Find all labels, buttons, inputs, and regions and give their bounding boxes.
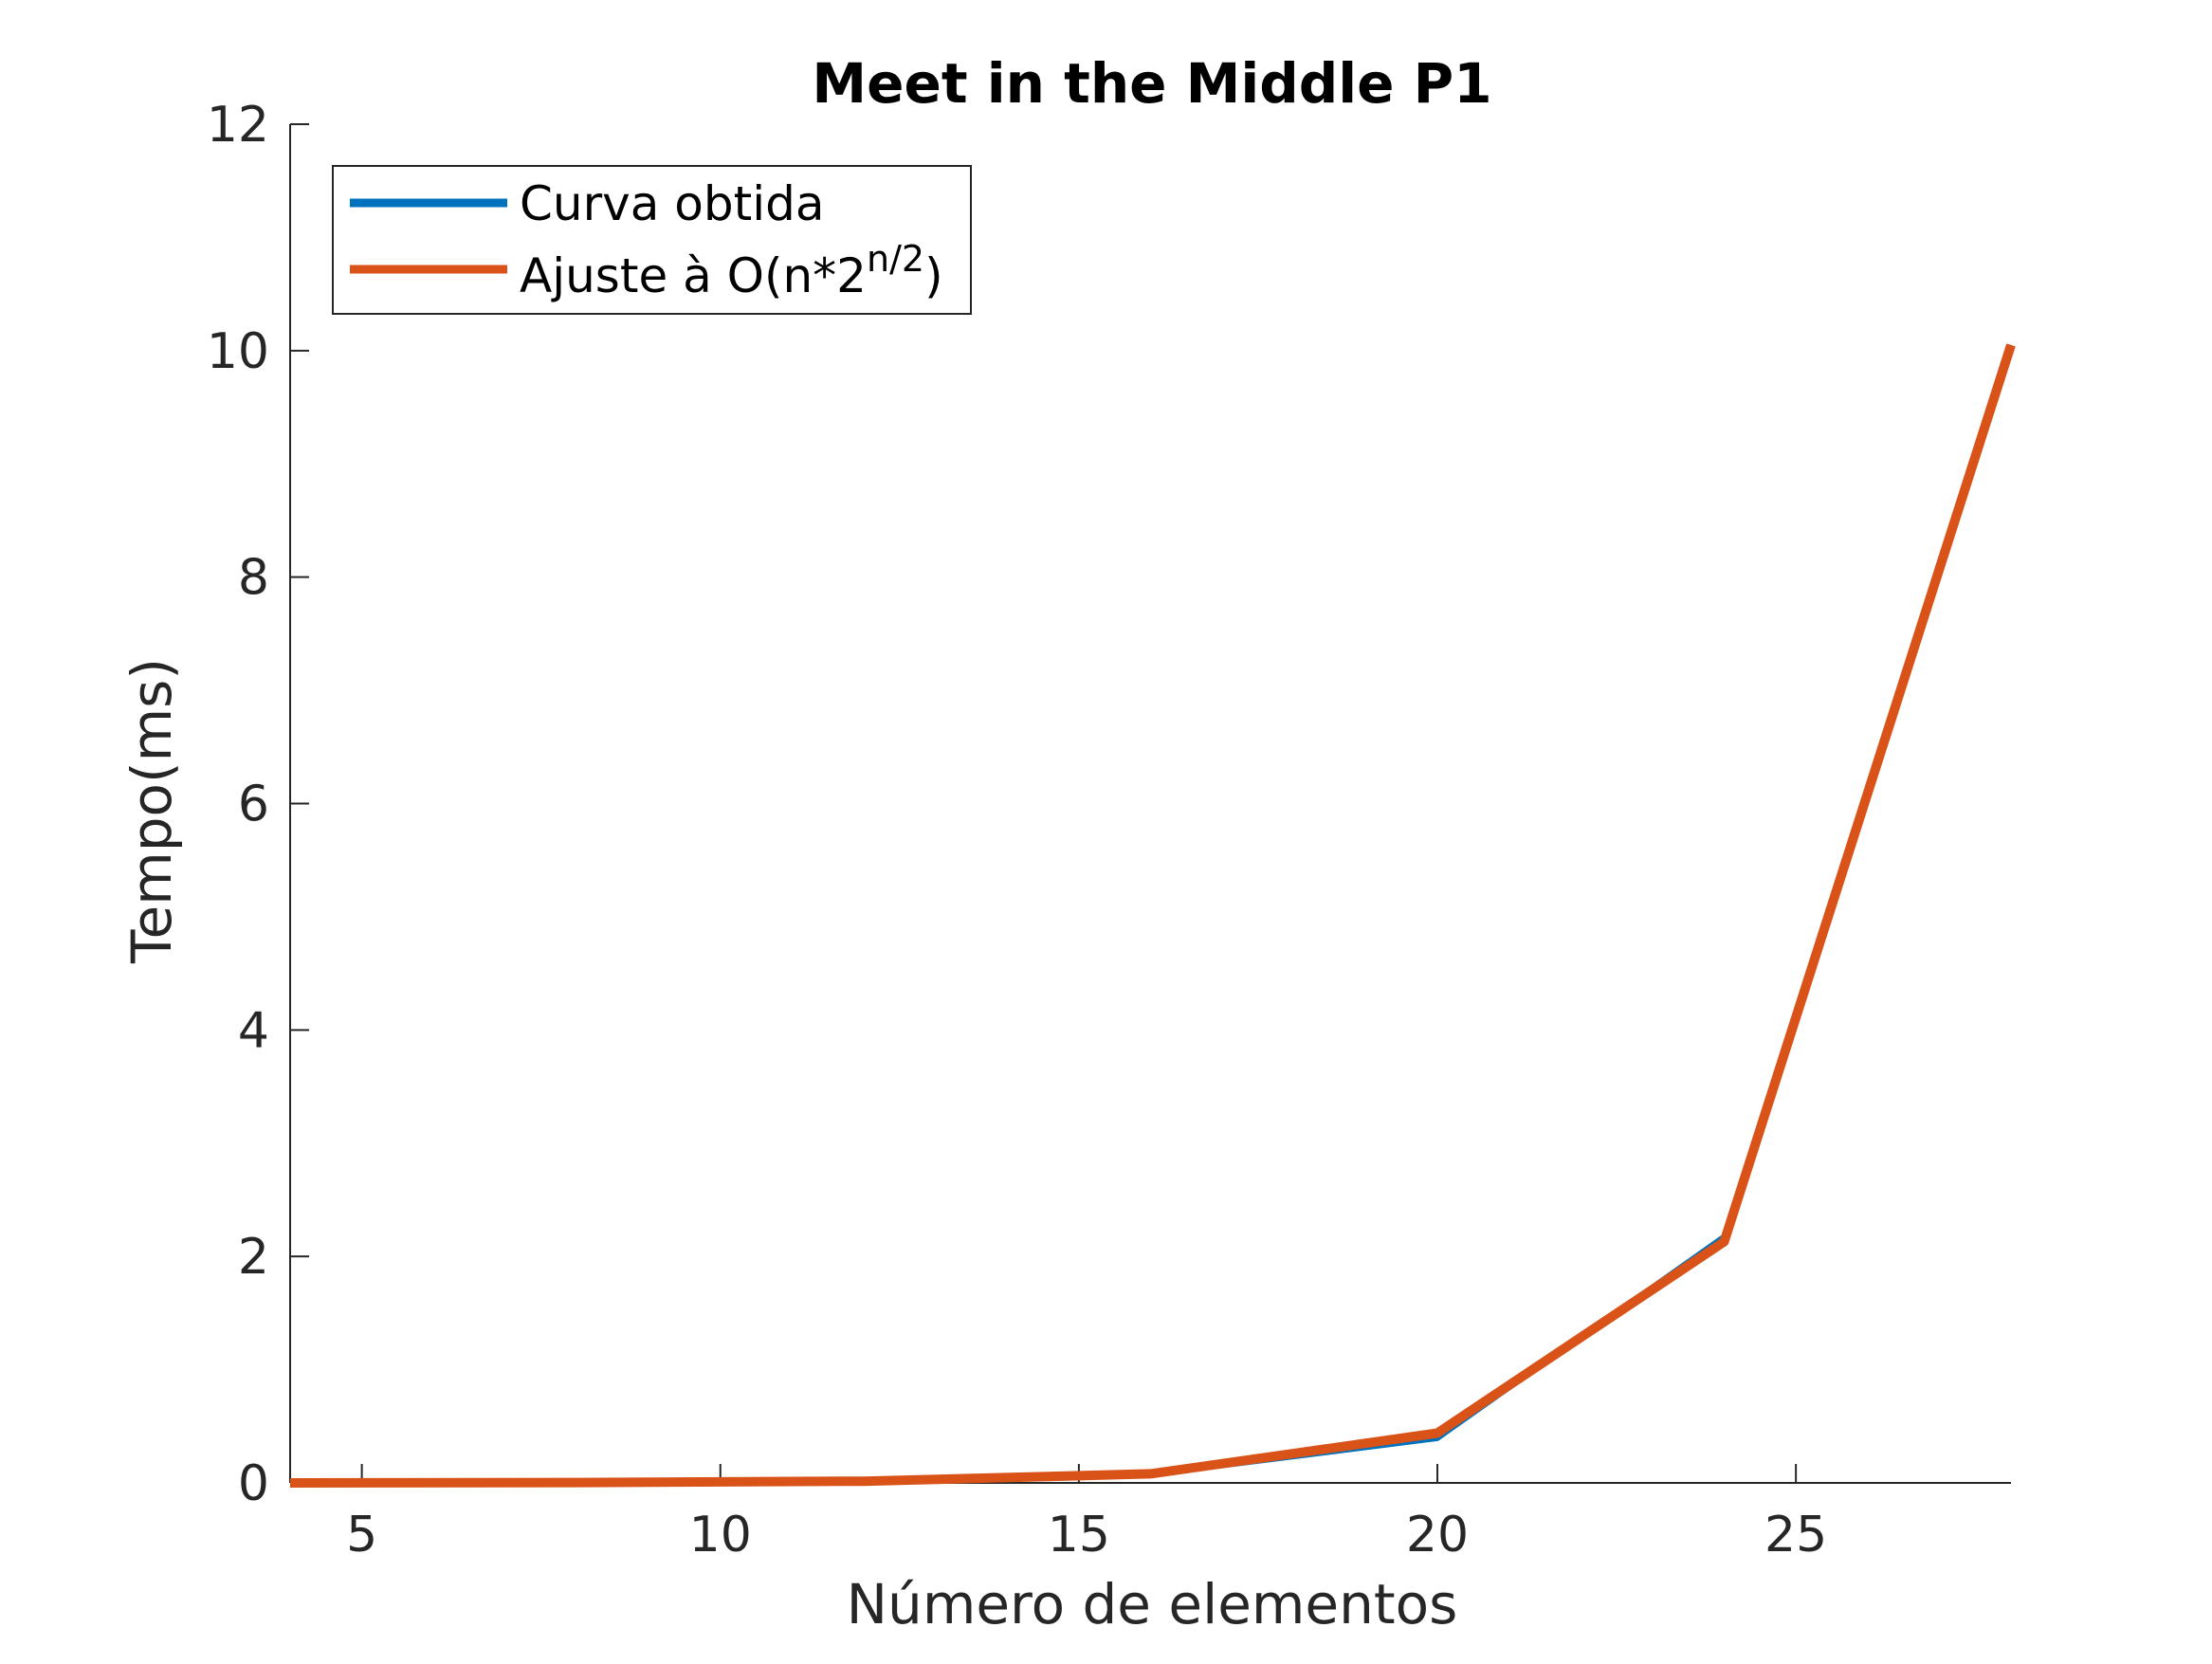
x-axis-title: Número de elementos <box>847 1572 1458 1637</box>
series-layer <box>289 343 2016 1488</box>
legend-label-ajuste-prefix: Ajuste à O(n*2 <box>520 248 867 303</box>
legend-label-ajuste: Ajuste à O(n*2n/2) <box>520 238 943 303</box>
x-tick-label: 20 <box>1406 1507 1469 1563</box>
y-tick-label: 0 <box>238 1455 269 1512</box>
y-tick-label: 6 <box>238 777 269 833</box>
y-tick-label: 2 <box>238 1229 269 1286</box>
y-tick-label: 10 <box>207 323 269 380</box>
y-tick-label: 8 <box>238 550 269 607</box>
legend-label-ajuste-superscript: n/2 <box>867 238 924 280</box>
chart-title: Meet in the Middle P1 <box>812 51 1491 116</box>
y-axis-title: Tempo(ms) <box>119 658 184 964</box>
series-line-1 <box>289 343 2016 1488</box>
legend-label-curva-obtida: Curva obtida <box>520 176 824 231</box>
legend-box <box>332 165 972 315</box>
y-tick-label: 4 <box>238 1002 269 1059</box>
axes: 0 2 4 6 8 10 12 5 10 15 20 25 <box>207 97 2011 1563</box>
x-tick-label: 10 <box>689 1507 752 1563</box>
legend-label-ajuste-suffix: ) <box>924 248 943 303</box>
x-tick-label: 15 <box>1048 1507 1110 1563</box>
legend: Curva obtida Ajuste à O(n*2n/2) <box>332 165 972 315</box>
y-tick-label: 12 <box>207 97 269 154</box>
x-tick-label: 5 <box>346 1507 377 1563</box>
x-tick-label: 25 <box>1764 1507 1827 1563</box>
